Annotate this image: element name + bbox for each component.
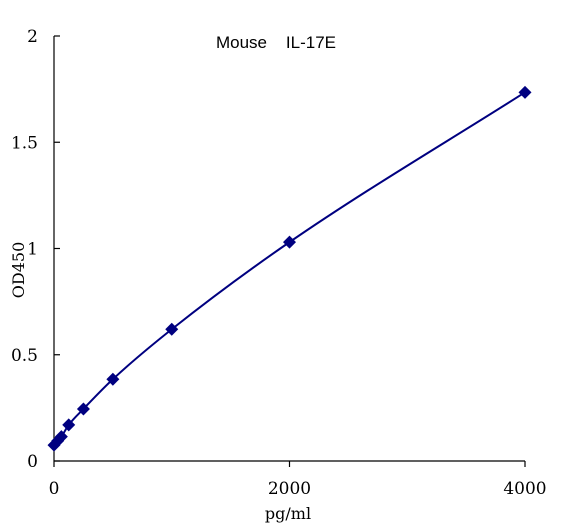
data-point-diamond	[165, 322, 179, 336]
data-point-diamond	[76, 402, 90, 416]
y-tick-label: 2	[27, 27, 38, 47]
curve-layer	[53, 91, 526, 446]
x-tick-label: 4000	[503, 479, 546, 499]
x-tick-label: 2000	[268, 479, 311, 499]
data-point-diamond	[283, 235, 296, 249]
data-point-diamond	[54, 430, 68, 444]
y-tick-label: 0	[27, 452, 38, 472]
chart-title: Mouse IL-17E	[216, 33, 336, 52]
x-axis-title: pg/ml	[265, 504, 311, 523]
data-point-diamond	[518, 85, 532, 99]
x-tick-label: 0	[49, 479, 60, 499]
y-axis-title: OD450	[9, 242, 28, 298]
data-point-diamond	[106, 372, 120, 386]
y-tick-label: 0.5	[11, 346, 38, 366]
ticks: 0 0.5 1 1.5 2 0 2000 4000	[11, 27, 547, 499]
data-point-diamond	[62, 418, 76, 432]
y-tick-label: 1	[27, 240, 38, 260]
fit-curve	[53, 91, 526, 446]
y-tick-label: 1.5	[11, 133, 38, 153]
points-layer	[47, 85, 532, 452]
